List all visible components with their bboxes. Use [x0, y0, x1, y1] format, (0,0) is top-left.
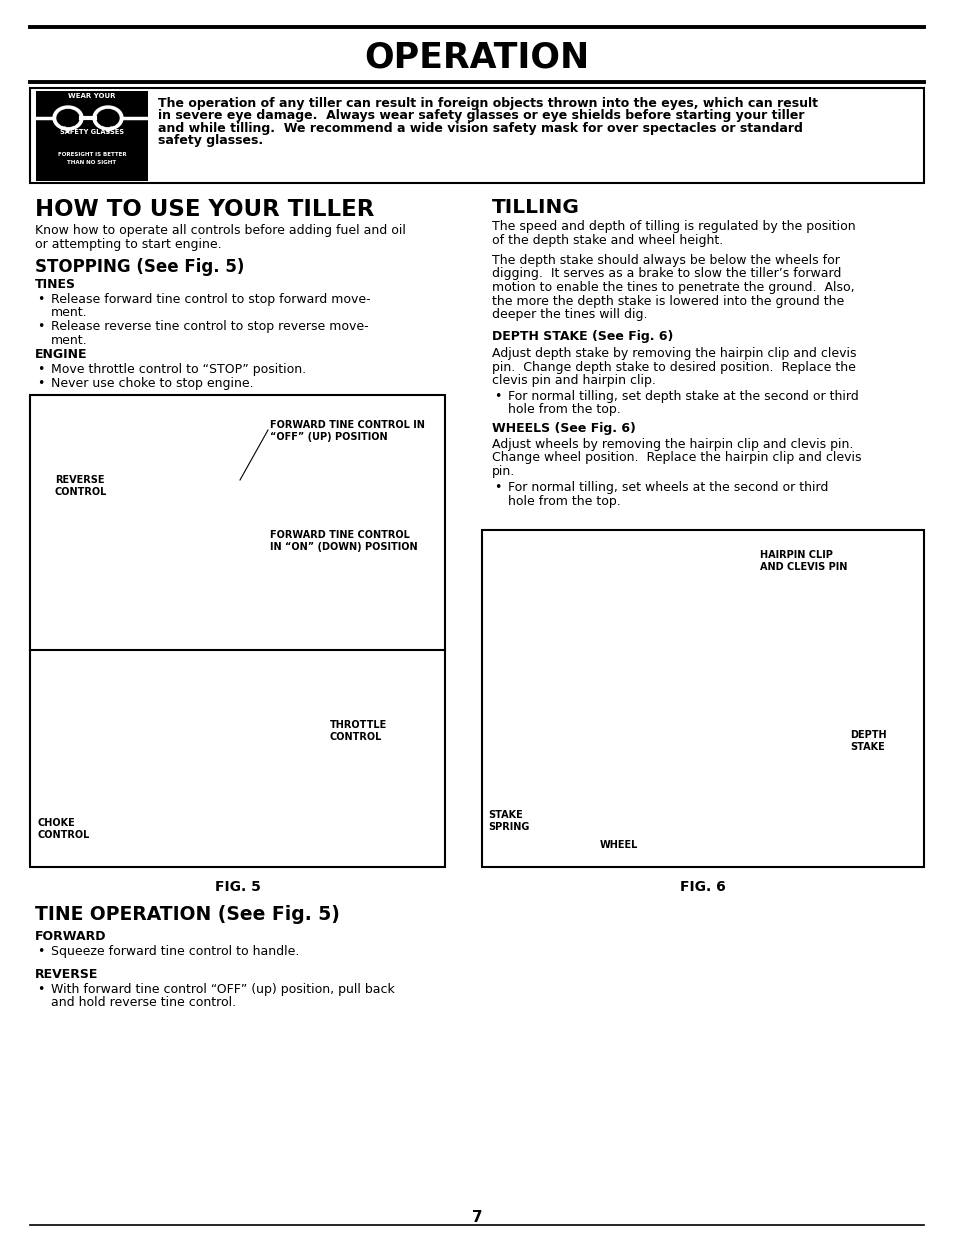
Text: ment.: ment. [51, 306, 88, 320]
Text: •: • [37, 320, 45, 333]
Ellipse shape [53, 106, 83, 130]
Text: deeper the tines will dig.: deeper the tines will dig. [492, 308, 647, 321]
Text: The depth stake should always be below the wheels for: The depth stake should always be below t… [492, 254, 839, 267]
Text: or attempting to start engine.: or attempting to start engine. [35, 238, 221, 251]
Text: THAN NO SIGHT: THAN NO SIGHT [68, 161, 116, 165]
Ellipse shape [92, 106, 123, 130]
Text: THROTTLE
CONTROL: THROTTLE CONTROL [330, 720, 387, 742]
Text: clevis pin and hairpin clip.: clevis pin and hairpin clip. [492, 374, 656, 387]
Text: the more the depth stake is lowered into the ground the: the more the depth stake is lowered into… [492, 294, 843, 308]
FancyBboxPatch shape [30, 88, 923, 183]
Text: of the depth stake and wheel height.: of the depth stake and wheel height. [492, 233, 722, 247]
Text: DEPTH
STAKE: DEPTH STAKE [849, 730, 885, 752]
Text: ENGINE: ENGINE [35, 348, 88, 361]
Text: Squeeze forward tine control to handle.: Squeeze forward tine control to handle. [51, 945, 299, 958]
Text: •: • [494, 390, 501, 403]
Text: OPERATION: OPERATION [364, 40, 589, 74]
Text: and while tilling.  We recommend a wide vision safety mask for over spectacles o: and while tilling. We recommend a wide v… [158, 122, 802, 135]
Text: WHEEL: WHEEL [599, 840, 638, 850]
FancyBboxPatch shape [36, 91, 148, 182]
FancyBboxPatch shape [30, 395, 444, 867]
Text: pin.: pin. [492, 466, 515, 478]
Text: Never use choke to stop engine.: Never use choke to stop engine. [51, 377, 253, 389]
Text: Move throttle control to “STOP” position.: Move throttle control to “STOP” position… [51, 363, 306, 375]
Text: •: • [37, 293, 45, 306]
Text: FORESIGHT IS BETTER: FORESIGHT IS BETTER [57, 152, 126, 157]
Text: in severe eye damage.  Always wear safety glasses or eye shields before starting: in severe eye damage. Always wear safety… [158, 110, 803, 122]
Text: Release reverse tine control to stop reverse move-: Release reverse tine control to stop rev… [51, 320, 368, 333]
Text: Adjust depth stake by removing the hairpin clip and clevis: Adjust depth stake by removing the hairp… [492, 347, 856, 359]
Text: •: • [37, 363, 45, 375]
Text: TINES: TINES [35, 278, 76, 291]
Text: motion to enable the tines to penetrate the ground.  Also,: motion to enable the tines to penetrate … [492, 282, 854, 294]
Text: Adjust wheels by removing the hairpin clip and clevis pin.: Adjust wheels by removing the hairpin cl… [492, 438, 853, 451]
Text: REVERSE
CONTROL: REVERSE CONTROL [55, 475, 108, 498]
Text: WEAR YOUR: WEAR YOUR [69, 93, 115, 99]
Text: SAFETY GLASSES: SAFETY GLASSES [60, 128, 124, 135]
Text: Release forward tine control to stop forward move-: Release forward tine control to stop for… [51, 293, 370, 306]
Text: TILLING: TILLING [492, 198, 579, 217]
Text: digging.  It serves as a brake to slow the tiller’s forward: digging. It serves as a brake to slow th… [492, 268, 841, 280]
Text: DEPTH STAKE (See Fig. 6): DEPTH STAKE (See Fig. 6) [492, 330, 673, 343]
Text: FORWARD TINE CONTROL IN
“OFF” (UP) POSITION: FORWARD TINE CONTROL IN “OFF” (UP) POSIT… [270, 420, 424, 442]
Text: For normal tilling, set wheels at the second or third: For normal tilling, set wheels at the se… [507, 480, 827, 494]
Text: TINE OPERATION (See Fig. 5): TINE OPERATION (See Fig. 5) [35, 905, 339, 924]
Text: For normal tilling, set depth stake at the second or third: For normal tilling, set depth stake at t… [507, 390, 858, 403]
Text: •: • [37, 377, 45, 389]
Text: HOW TO USE YOUR TILLER: HOW TO USE YOUR TILLER [35, 198, 374, 221]
Text: •: • [494, 480, 501, 494]
Ellipse shape [97, 110, 119, 126]
Text: ment.: ment. [51, 333, 88, 347]
Text: The operation of any tiller can result in foreign objects thrown into the eyes, : The operation of any tiller can result i… [158, 98, 817, 110]
Text: safety glasses.: safety glasses. [158, 135, 263, 147]
Text: 7: 7 [471, 1210, 482, 1225]
Text: FORWARD TINE CONTROL
IN “ON” (DOWN) POSITION: FORWARD TINE CONTROL IN “ON” (DOWN) POSI… [270, 530, 417, 552]
Text: hole from the top.: hole from the top. [507, 404, 620, 416]
FancyBboxPatch shape [481, 530, 923, 867]
Text: Change wheel position.  Replace the hairpin clip and clevis: Change wheel position. Replace the hairp… [492, 452, 861, 464]
Text: FIG. 5: FIG. 5 [214, 881, 260, 894]
Text: HAIRPIN CLIP
AND CLEVIS PIN: HAIRPIN CLIP AND CLEVIS PIN [760, 550, 846, 572]
Text: With forward tine control “OFF” (up) position, pull back: With forward tine control “OFF” (up) pos… [51, 983, 395, 995]
Text: •: • [37, 945, 45, 958]
Text: •: • [37, 983, 45, 995]
Text: and hold reverse tine control.: and hold reverse tine control. [51, 997, 236, 1009]
Text: REVERSE: REVERSE [35, 968, 98, 981]
Ellipse shape [57, 110, 79, 126]
Text: WHEELS (See Fig. 6): WHEELS (See Fig. 6) [492, 422, 636, 435]
Text: The speed and depth of tilling is regulated by the position: The speed and depth of tilling is regula… [492, 220, 855, 233]
Text: FORWARD: FORWARD [35, 930, 107, 944]
Text: Know how to operate all controls before adding fuel and oil: Know how to operate all controls before … [35, 224, 405, 237]
Text: STOPPING (See Fig. 5): STOPPING (See Fig. 5) [35, 258, 244, 275]
Text: FIG. 6: FIG. 6 [679, 881, 725, 894]
Text: hole from the top.: hole from the top. [507, 494, 620, 508]
Text: CHOKE
CONTROL: CHOKE CONTROL [38, 818, 91, 840]
Text: pin.  Change depth stake to desired position.  Replace the: pin. Change depth stake to desired posit… [492, 361, 855, 373]
Text: STAKE
SPRING: STAKE SPRING [488, 810, 529, 832]
